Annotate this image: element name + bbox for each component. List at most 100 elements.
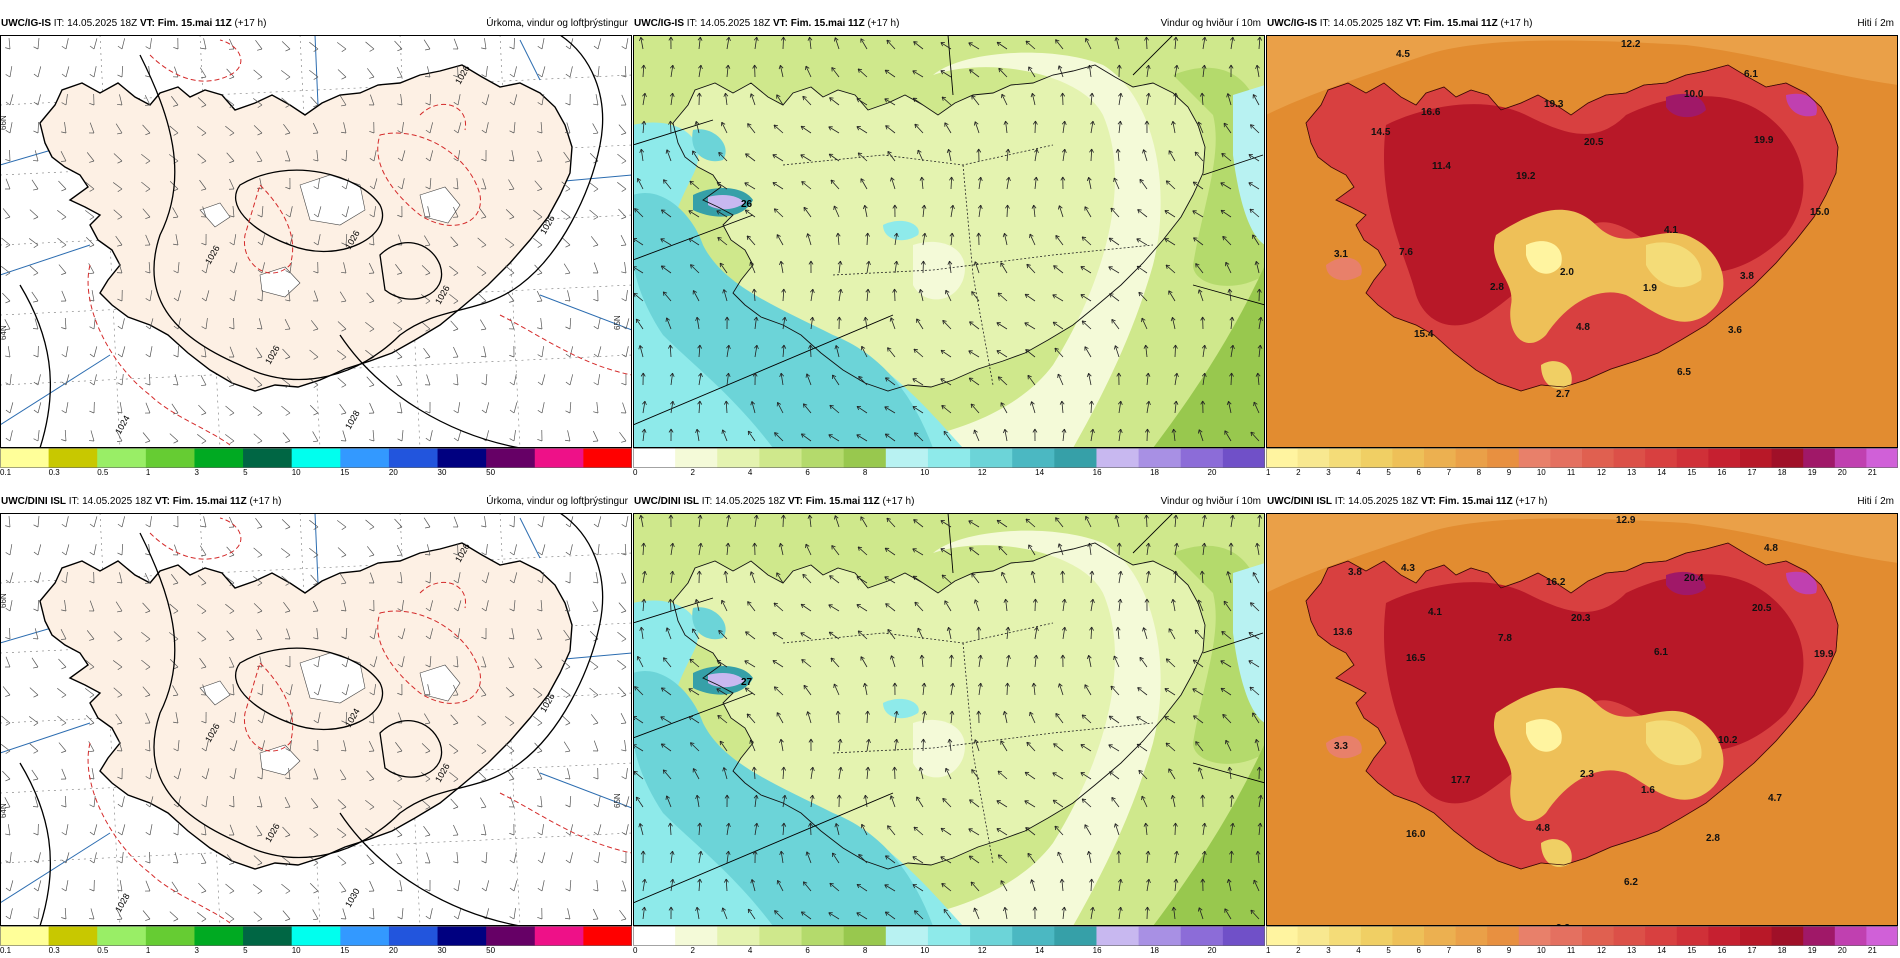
lead-time: (+17 h) [882, 496, 914, 507]
colorbar-tick-label: 14 [1035, 468, 1044, 477]
init-time: 14.05.2025 18Z [1348, 496, 1418, 507]
colorbar-swatch [1223, 926, 1265, 946]
panel-run-info: UWC/DINI ISL IT: 14.05.2025 18Z VT: Fim.… [1, 493, 281, 511]
colorbar-tick-label: 10 [1537, 468, 1546, 477]
variable-title: Úrkoma, vindur og loftþrýstingur [486, 493, 628, 511]
dini-wind-panel: UWC/DINI ISL IT: 14.05.2025 18Z VT: Fim.… [633, 493, 1265, 951]
init-time: 14.05.2025 18Z [700, 18, 770, 29]
valid-time: Fim. 15.mai 11Z [806, 496, 880, 507]
colorbar-swatch [717, 926, 760, 946]
panel-run-info: UWC/DINI ISL IT: 14.05.2025 18Z VT: Fim.… [1267, 493, 1547, 511]
colorbar-swatch [0, 448, 49, 468]
colorbar-tick-label: 20 [1208, 946, 1217, 955]
temperature-value: 19.9 [1754, 135, 1774, 146]
colorbar-swatch [1181, 448, 1224, 468]
map-svg: 26 [633, 35, 1265, 448]
colorbar-tick-label: 0.1 [0, 468, 11, 477]
colorbar-swatch [49, 448, 98, 468]
latitude-label: 66N [0, 593, 8, 608]
colorbar-tick-label: 5 [1386, 468, 1390, 477]
vt-label: VT: [773, 18, 788, 29]
colorbar-tick-label: 15 [340, 468, 349, 477]
temperature-value: 4.5 [1396, 49, 1410, 60]
colorbar-tick-label: 15 [340, 946, 349, 955]
colorbar-swatch [535, 448, 584, 468]
colorbar-tick-label: 6 [805, 468, 809, 477]
colorbar-swatch [97, 448, 146, 468]
colorbar-swatch [1835, 448, 1867, 468]
temperature-value: 4.7 [1768, 793, 1782, 804]
colorbar [633, 926, 1265, 946]
colorbar-tick-label: 3 [194, 468, 198, 477]
colorbar-tick-label: 9 [1507, 468, 1511, 477]
colorbar-swatch [928, 448, 971, 468]
it-label: IT: [702, 496, 713, 507]
vt-label: VT: [1421, 496, 1436, 507]
temperature-value: 16.2 [1546, 577, 1566, 588]
temperature-value: 6.1 [1654, 647, 1668, 658]
colorbar-tick-label: 21 [1868, 468, 1877, 477]
temperature-value: 10.0 [1684, 89, 1704, 100]
colorbar-swatch [583, 448, 632, 468]
map-svg: 1026102610261026102410261028102666N64N65… [0, 35, 632, 448]
colorbar-swatch [1708, 926, 1740, 946]
temperature-value: 12.9 [1616, 515, 1636, 526]
colorbar-tick-label: 14 [1657, 468, 1666, 477]
igis-wind-panel: UWC/IG-IS IT: 14.05.2025 18Z VT: Fim. 15… [633, 15, 1265, 473]
temperature-value: 3.3 [1334, 741, 1348, 752]
colorbar-swatch [928, 926, 971, 946]
colorbar-swatch [583, 926, 632, 946]
colorbar-swatch [1096, 926, 1139, 946]
colorbar-swatch [1550, 926, 1582, 946]
panel-run-info: UWC/IG-IS IT: 14.05.2025 18Z VT: Fim. 15… [634, 15, 899, 33]
temperature-value: 16.0 [1406, 829, 1426, 840]
colorbar-tick-label: 20 [1208, 468, 1217, 477]
temperature-value: 2.7 [1556, 389, 1570, 400]
temperature-value: 20.4 [1684, 573, 1704, 584]
colorbar-svg [633, 926, 1265, 946]
colorbar-tick-label: 2 [1296, 468, 1300, 477]
it-label: IT: [1335, 496, 1346, 507]
max-gust-label: 26 [741, 199, 753, 210]
colorbar-swatch [340, 448, 389, 468]
variable-title: Vindur og hviður í 10m [1161, 493, 1261, 511]
valid-time: Fim. 15.mai 11Z [1439, 496, 1513, 507]
map-svg: 27 [633, 513, 1265, 926]
colorbar-tick-label: 1 [146, 468, 150, 477]
colorbar-swatch [1012, 926, 1055, 946]
colorbar-tick-label: 6 [805, 946, 809, 955]
igis-precip-panel: UWC/IG-IS IT: 14.05.2025 18Z VT: Fim. 15… [0, 15, 632, 473]
colorbar-tick-label: 18 [1150, 946, 1159, 955]
colorbar-swatch [1519, 448, 1551, 468]
colorbar-swatch [675, 926, 718, 946]
valid-time: Fim. 15.mai 11Z [791, 18, 865, 29]
panel-run-info: UWC/IG-IS IT: 14.05.2025 18Z VT: Fim. 15… [1, 15, 266, 33]
latitude-label: 65N [613, 315, 622, 330]
colorbar-tick-label: 20 [1838, 468, 1847, 477]
colorbar-tick-label: 15 [1687, 468, 1696, 477]
colorbar-swatch [1392, 448, 1424, 468]
colorbar-swatch [1223, 448, 1265, 468]
temperature-value: 3.1 [1334, 249, 1348, 260]
temperature-value: 3.8 [1740, 271, 1754, 282]
valid-time: Fim. 15.mai 11Z [1424, 18, 1498, 29]
model-name: UWC/DINI ISL [634, 496, 699, 507]
colorbar [1266, 926, 1898, 946]
temperature-value: 19.9 [1814, 649, 1834, 660]
colorbar-tick-label: 6 [1416, 468, 1420, 477]
panel-header: UWC/IG-IS IT: 14.05.2025 18Z VT: Fim. 15… [633, 15, 1265, 33]
colorbar-swatch [1740, 448, 1772, 468]
dini-precip-panel: UWC/DINI ISL IT: 14.05.2025 18Z VT: Fim.… [0, 493, 632, 951]
colorbar-tick-label: 11 [1567, 468, 1575, 477]
colorbar-swatch [1266, 448, 1298, 468]
colorbar-swatch [0, 926, 49, 946]
colorbar [0, 926, 632, 946]
colorbar-tick-label: 2 [1296, 946, 1300, 955]
temperature-value: 3.6 [1728, 325, 1742, 336]
colorbar-swatch [486, 926, 535, 946]
init-time: 14.05.2025 18Z [715, 496, 785, 507]
colorbar-tick-label: 5 [1386, 946, 1390, 955]
